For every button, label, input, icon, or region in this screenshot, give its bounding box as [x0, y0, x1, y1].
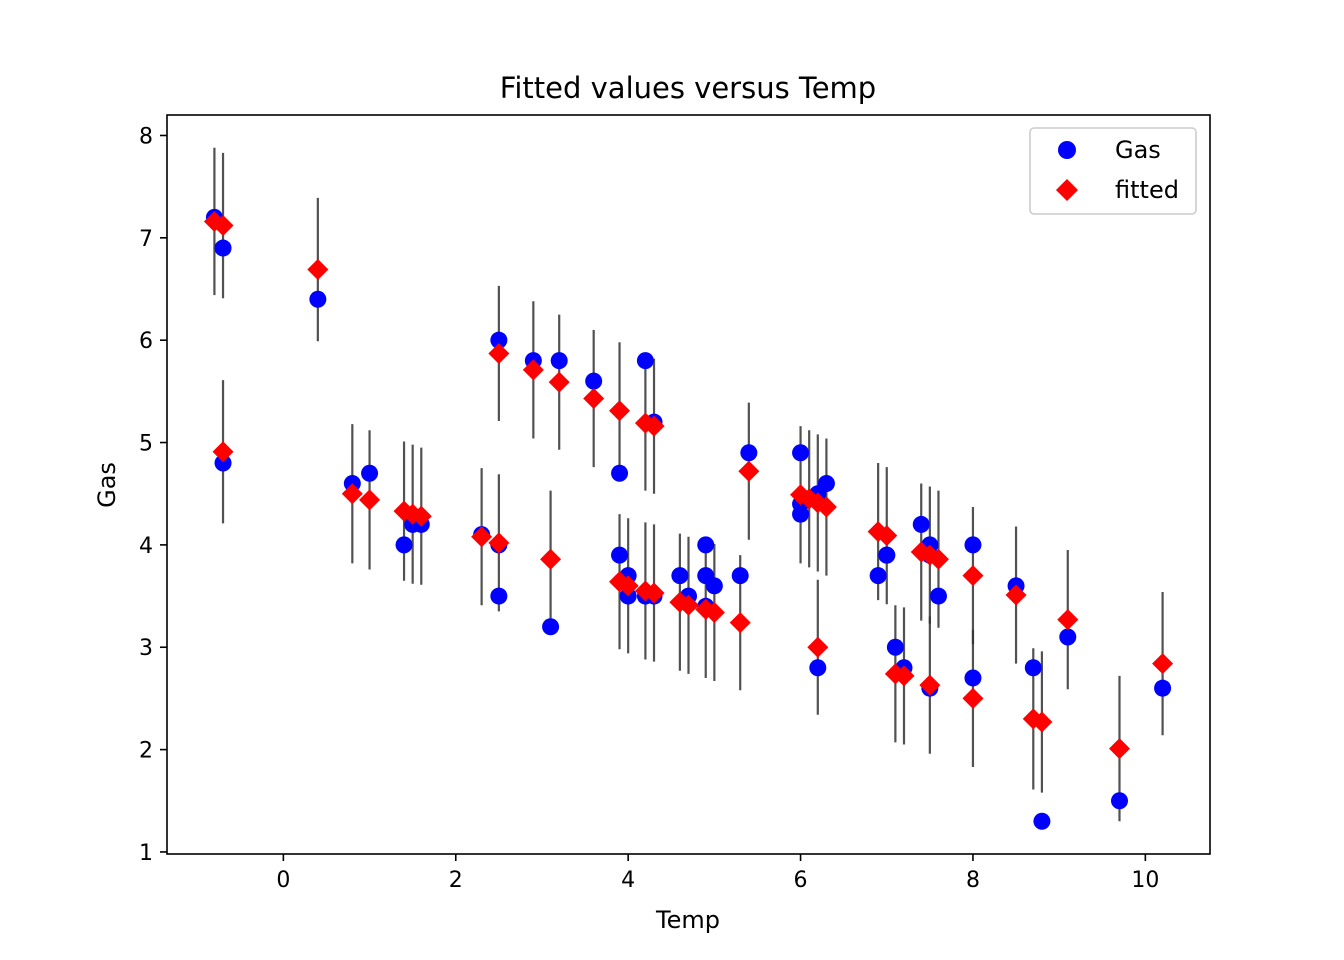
gas-point: [809, 659, 827, 677]
fitted-point: [212, 215, 234, 237]
gas-point: [1154, 679, 1172, 697]
fitted-point: [341, 483, 363, 505]
y-tick-label: 8: [139, 124, 153, 149]
fitted-point: [703, 601, 725, 623]
x-axis-ticks: 0 2 4 6 8 10: [276, 854, 1159, 893]
gas-point: [869, 567, 887, 585]
legend-gas-label: Gas: [1115, 136, 1161, 164]
fitted-point: [678, 594, 699, 616]
plot-area: [203, 147, 1174, 830]
gas-point: [309, 290, 327, 308]
gas-point: [886, 638, 904, 656]
gas-point: [817, 474, 835, 492]
fitted-point: [212, 441, 234, 463]
gas-point: [1024, 659, 1042, 677]
y-axis-label: Gas: [93, 462, 121, 508]
fitted-point: [307, 259, 329, 281]
gas-point: [611, 464, 629, 482]
gas-point: [395, 536, 413, 554]
x-tick-label: 0: [276, 868, 290, 893]
fitted-point: [548, 371, 570, 393]
fitted-point: [927, 548, 949, 570]
gas-point: [490, 331, 508, 349]
fitted-point: [359, 489, 381, 511]
x-tick-label: 4: [621, 868, 635, 893]
fitted-point: [876, 525, 898, 547]
fitted-point: [471, 526, 493, 548]
fitted-point: [1108, 738, 1130, 760]
gas-point: [1033, 812, 1051, 830]
fitted-point: [609, 400, 631, 422]
gas-point: [1059, 628, 1077, 646]
gas-point: [636, 352, 654, 370]
y-tick-label: 5: [139, 432, 153, 457]
gas-point: [550, 352, 568, 370]
legend: Gas fitted: [1029, 127, 1197, 215]
x-tick-label: 6: [794, 868, 808, 893]
gas-point: [964, 669, 982, 687]
y-tick-label: 1: [139, 841, 153, 866]
y-tick-label: 2: [139, 739, 153, 764]
fitted-point: [583, 388, 605, 410]
legend-fitted-marker: [1056, 179, 1078, 201]
fitted-point: [738, 460, 760, 482]
gas-point: [697, 536, 715, 554]
gas-point: [214, 454, 232, 472]
gas-point: [912, 515, 930, 533]
y-tick-label: 3: [139, 636, 153, 661]
legend-gas-marker: [1058, 141, 1076, 159]
x-tick-label: 10: [1131, 868, 1159, 893]
gas-point: [542, 618, 560, 636]
y-tick-label: 7: [139, 227, 153, 252]
gas-point: [214, 239, 232, 257]
fitted-point: [617, 575, 639, 597]
fitted-point: [410, 505, 432, 527]
y-tick-label: 6: [139, 329, 153, 354]
fitted-point: [488, 532, 510, 554]
legend-fitted-label: fitted: [1115, 176, 1179, 204]
y-tick-label: 4: [139, 534, 153, 559]
fitted-point: [522, 359, 544, 381]
fitted-point: [893, 665, 915, 687]
chart-title: Fitted values versus Temp: [500, 71, 876, 105]
fitted-point: [919, 674, 941, 696]
fitted-series: [203, 210, 1174, 760]
fitted-point: [1005, 584, 1027, 606]
gas-point: [792, 444, 810, 462]
fitted-point: [815, 496, 837, 518]
fitted-point: [962, 687, 984, 709]
fitted-point: [488, 342, 510, 364]
gas-point: [1110, 792, 1128, 810]
gas-point: [671, 567, 689, 585]
fitted-point: [729, 612, 751, 634]
gas-point: [964, 536, 982, 554]
fitted-point: [807, 636, 829, 658]
fitted-point: [1057, 609, 1079, 631]
fitted-point: [643, 415, 665, 437]
gas-point: [731, 567, 749, 585]
fitted-point: [1031, 711, 1053, 733]
fitted-point: [1152, 653, 1174, 675]
gas-point: [740, 444, 758, 462]
x-axis-label: Temp: [655, 906, 720, 934]
gas-point: [490, 587, 508, 605]
gas-point: [611, 546, 629, 564]
gas-point: [705, 577, 723, 595]
y-axis-ticks: 1 2 3 4 5 6 7 8: [139, 124, 167, 866]
fitted-point: [962, 565, 984, 587]
fitted-point: [540, 548, 562, 570]
x-tick-label: 2: [449, 868, 463, 893]
gas-point: [878, 546, 896, 564]
gas-point: [929, 587, 947, 605]
gas-point: [361, 464, 379, 482]
axes-frame: [166, 114, 1211, 855]
fitted-point: [643, 582, 665, 604]
x-tick-label: 8: [966, 868, 980, 893]
gas-point: [585, 372, 603, 390]
